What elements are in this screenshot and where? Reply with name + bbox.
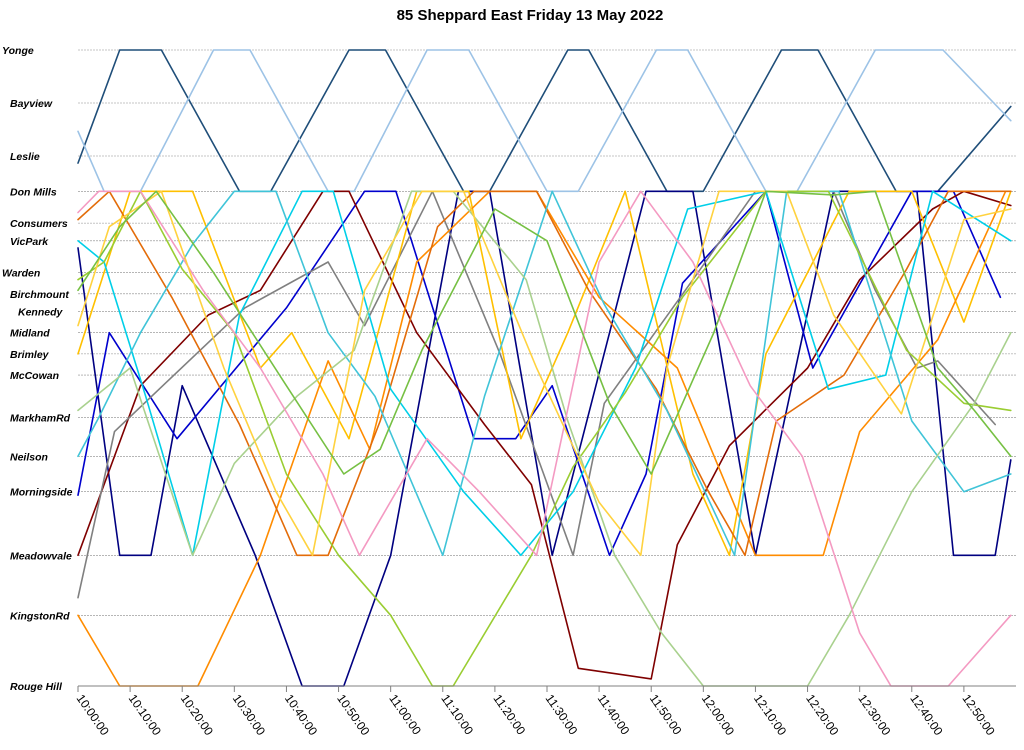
x-tick-label: 10:10:00 xyxy=(126,692,164,739)
trip-line xyxy=(77,190,1012,687)
trip-line xyxy=(77,190,1012,475)
trip-line xyxy=(77,190,1012,557)
x-tick-label: 10:50:00 xyxy=(334,692,372,739)
trip-line xyxy=(77,190,1002,557)
x-tick-label: 12:20:00 xyxy=(803,692,841,739)
x-tick-label: 10:30:00 xyxy=(230,692,268,739)
stop-label: Yonge xyxy=(2,45,34,57)
x-tick-label: 11:20:00 xyxy=(490,692,528,738)
x-tick-label: 12:30:00 xyxy=(855,692,893,739)
x-tick-label: 10:20:00 xyxy=(178,692,216,739)
trip-line xyxy=(77,190,1007,687)
trip-line xyxy=(77,190,1012,557)
x-tick-label: 11:00:00 xyxy=(386,692,424,738)
x-tick-label: 12:10:00 xyxy=(751,692,789,739)
stop-gridlines xyxy=(78,49,1016,687)
stop-labels: Yonge Bayview Leslie Don Mills Consumers VicP… xyxy=(2,45,73,693)
trip-line xyxy=(77,190,1012,680)
time-axis: 10:00:00 10:10:00 10:20:00 10:30:00 10:40:00… xyxy=(74,685,1016,739)
x-tick-label: 10:40:00 xyxy=(282,692,320,739)
x-tick-label: 11:10:00 xyxy=(438,692,476,738)
x-tick-label: 12:00:00 xyxy=(699,692,737,739)
stop-label: Birchmount xyxy=(10,289,69,301)
trip-line xyxy=(77,49,1012,193)
stop-label: KingstonRd xyxy=(10,610,70,622)
stop-label: VicPark xyxy=(10,236,49,248)
trip-lines xyxy=(77,49,1012,687)
stop-label: Neilson xyxy=(10,451,48,463)
stop-label: Midland xyxy=(10,328,50,340)
x-tick-label: 11:50:00 xyxy=(647,692,685,738)
trip-line xyxy=(77,190,1012,557)
x-tick-label: 11:30:00 xyxy=(543,692,581,738)
trip-line xyxy=(77,49,1012,193)
x-tick-label: 12:50:00 xyxy=(959,692,997,739)
trip-line xyxy=(77,190,1012,687)
x-tick-label: 12:40:00 xyxy=(907,692,945,739)
stop-label: McCowan xyxy=(10,370,59,382)
stop-label: Morningside xyxy=(10,487,73,499)
stop-label: Warden xyxy=(2,268,40,280)
stop-label: Don Mills xyxy=(10,186,57,198)
stop-label: Brimley xyxy=(10,349,50,361)
chart-title: 85 Sheppard East Friday 13 May 2022 xyxy=(397,7,664,24)
stop-label: Leslie xyxy=(10,151,40,163)
x-tick-label: 11:40:00 xyxy=(595,692,633,738)
stop-label: Rouge Hill xyxy=(10,681,63,693)
stop-label: Meadowvale xyxy=(10,550,72,562)
x-tick-label: 10:00:00 xyxy=(74,692,112,739)
stop-label: Consumers xyxy=(10,218,68,230)
stop-label: Kennedy xyxy=(18,306,64,318)
stop-label: MarkhamRd xyxy=(10,412,71,424)
stop-label: Bayview xyxy=(10,98,53,110)
